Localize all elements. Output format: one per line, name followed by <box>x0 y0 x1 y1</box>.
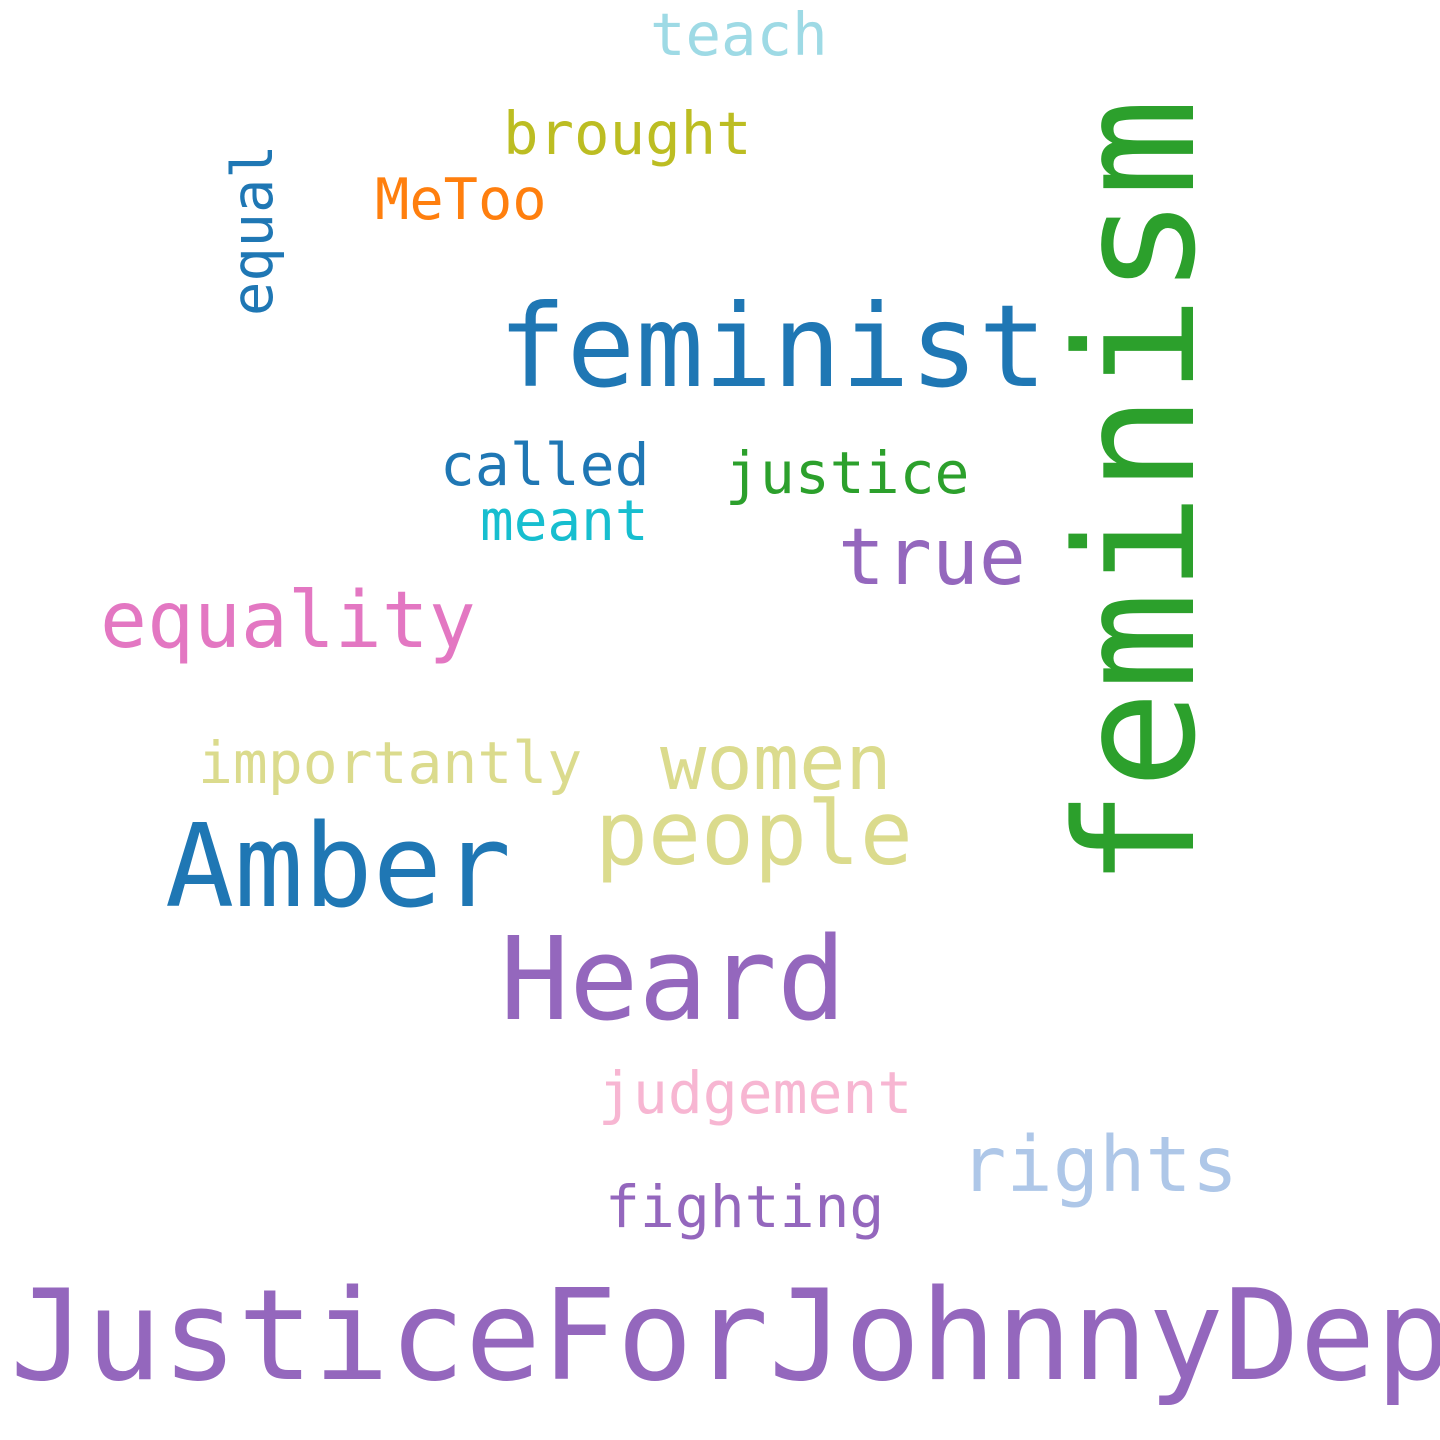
word-justice-for-johnny-depp: JusticeForJohnnyDepp <box>10 1262 1440 1409</box>
word-feminism: feminism <box>1041 98 1232 888</box>
word-equality: equality <box>100 576 476 666</box>
word-heard: Heard <box>500 913 847 1047</box>
word-women: women <box>660 719 892 808</box>
word-amber: Amber <box>165 800 512 934</box>
word-rights: rights <box>960 1121 1239 1210</box>
word-people: people <box>595 782 913 885</box>
word-fighting: fighting <box>605 1173 885 1241</box>
word-feminist: feminist <box>498 280 1048 413</box>
word-justice: justice <box>725 439 970 507</box>
word-equal: equal <box>220 144 286 316</box>
word-metoo: MeToo <box>375 167 547 233</box>
word-judgement: judgement <box>598 1059 913 1127</box>
word-brought: brought <box>503 99 752 168</box>
word-called: called <box>440 431 650 499</box>
word-importantly: importantly <box>198 729 583 797</box>
word-teach: teach <box>650 0 828 69</box>
word-meant: meant <box>480 489 649 554</box>
word-true: true <box>838 513 1026 603</box>
